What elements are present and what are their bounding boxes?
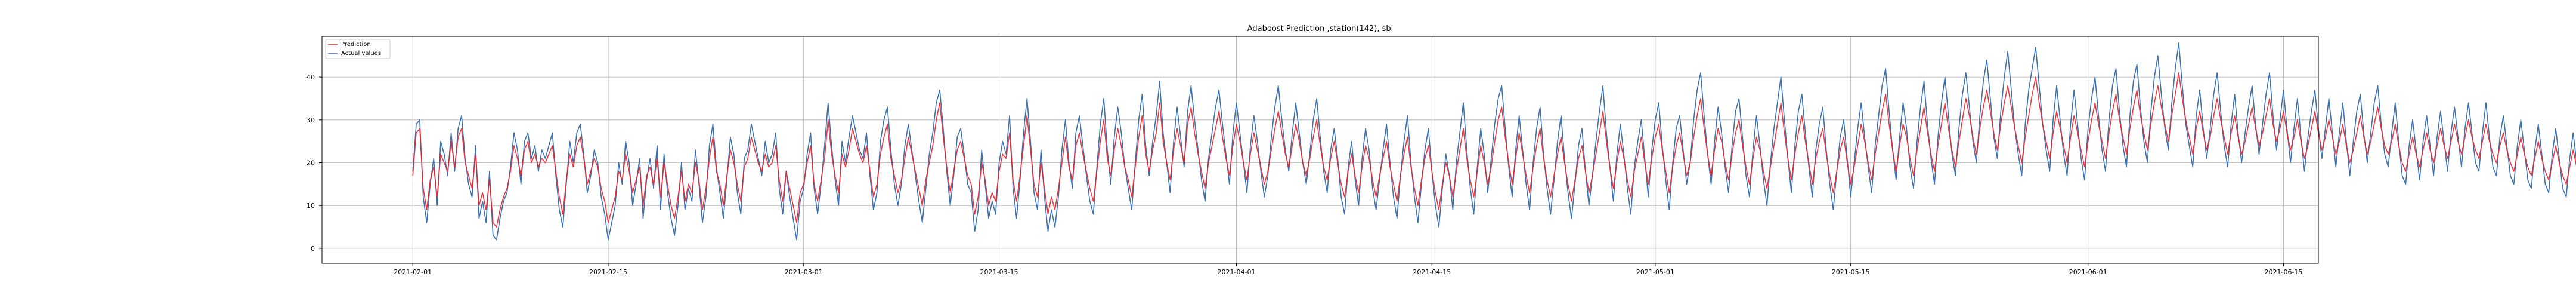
series-line-prediction (412, 72, 2576, 228)
x-tick-label: 2021-04-15 (1413, 268, 1451, 276)
plot-area (322, 36, 2318, 263)
y-axis: 0 10 20 30 40 (306, 73, 322, 253)
y-tick-label: 10 (306, 202, 315, 210)
y-tick-label: 0 (311, 245, 315, 253)
x-tick-label: 2021-06-15 (2264, 268, 2302, 276)
legend: Prediction Actual values (325, 39, 391, 59)
y-tick-label: 20 (306, 159, 315, 167)
x-tick-label: 2021-04-01 (1218, 268, 1256, 276)
x-tick-label: 2021-05-15 (1832, 268, 1870, 276)
chart-title: Adaboost Prediction ,station(142), sbi (1247, 24, 1394, 33)
x-tick-label: 2021-03-01 (785, 268, 823, 276)
x-tick-label: 2021-05-01 (1636, 268, 1674, 276)
legend-box (325, 39, 391, 59)
y-tick-label: 30 (306, 116, 315, 124)
series-layer (412, 42, 2576, 241)
legend-label-actual-values: Actual values (341, 50, 381, 57)
x-tick-label: 2021-03-15 (980, 268, 1018, 276)
plot-frame (321, 36, 2319, 264)
x-tick-label: 2021-02-01 (394, 268, 432, 276)
legend-label-prediction: Prediction (341, 41, 371, 48)
grid (322, 36, 2318, 263)
x-tick-label: 2021-06-01 (2069, 268, 2107, 276)
series-line-actual-values (412, 42, 2576, 241)
y-tick-label: 40 (306, 73, 315, 81)
x-axis: 2021-02-01 2021-02-15 2021-03-01 2021-03-15… (394, 263, 2302, 276)
x-tick-label: 2021-02-15 (589, 268, 627, 276)
